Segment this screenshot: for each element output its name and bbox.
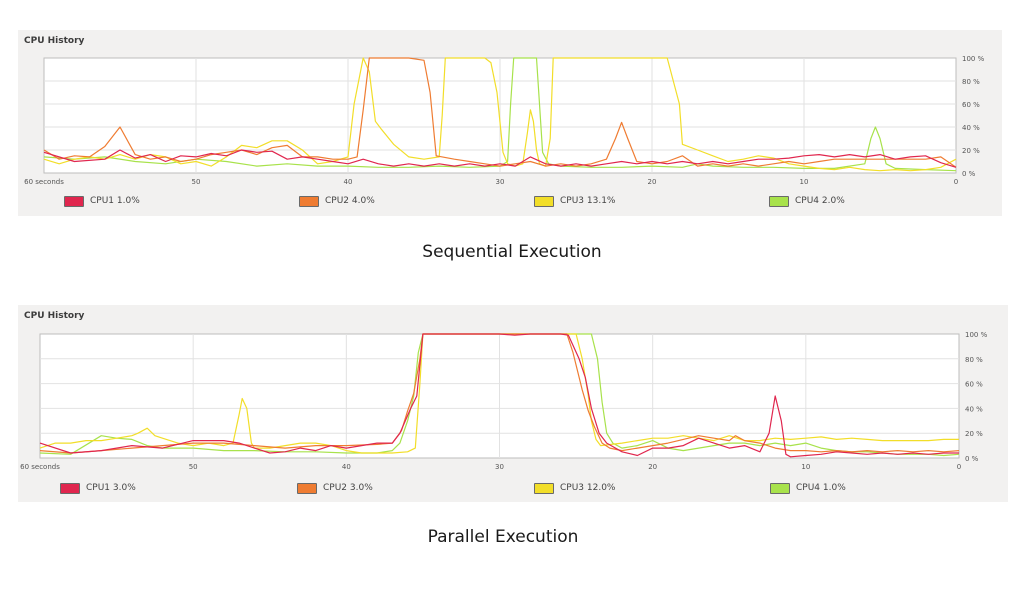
cpu1-swatch <box>60 482 80 494</box>
y-tick-label: 80 % <box>962 78 980 86</box>
sequential-cpu-chart: 100 % 80 % 60 % 40 % 20 % 0 % 60 seconds 50 40 30… <box>24 55 985 186</box>
legend-label-cpu2: CPU2 3.0% <box>323 483 373 493</box>
cpu3-swatch <box>534 195 554 207</box>
x-tick-label: 30 <box>495 463 504 471</box>
parallel-cpu-chart: 100 % 80 % 60 % 40 % 20 % 0 % 60 seconds 50 40 30… <box>20 331 988 471</box>
cpu2-swatch <box>299 195 319 207</box>
y-tick-label: 0 % <box>962 170 976 178</box>
legend-item-cpu2: CPU2 3.0% <box>297 481 373 495</box>
x-tick-label: 40 <box>344 178 353 186</box>
sequential-caption: Sequential Execution <box>422 242 602 262</box>
parallel-cpu-history-panel: CPU History 100 % 80 % 60 % 40 % 20 % 0 % 60 s… <box>18 305 1008 502</box>
y-tick-label: 100 % <box>965 331 988 339</box>
x-tick-label: 60 seconds <box>24 178 64 186</box>
legend-item-cpu4: CPU4 2.0% <box>769 194 845 208</box>
sequential-cpu-history-panel: CPU History 100 % 80 % 60 % 40 % 20 % 0 % 60 s… <box>18 30 1002 216</box>
cpu2-swatch <box>297 482 317 494</box>
sequential-legend: CPU1 1.0% CPU2 4.0% CPU3 13.1% CPU4 2.0% <box>18 194 1002 210</box>
cpu3-swatch <box>534 482 554 494</box>
y-tick-label: 40 % <box>962 124 980 132</box>
x-tick-label: 20 <box>648 463 657 471</box>
cpu4-swatch <box>769 195 789 207</box>
series-line-cpu3 <box>39 333 959 454</box>
legend-label-cpu3: CPU3 12.0% <box>560 483 616 493</box>
panel-title: CPU History <box>24 311 85 321</box>
parallel-legend: CPU1 3.0% CPU2 3.0% CPU3 12.0% CPU4 1.0% <box>18 481 1008 497</box>
x-tick-label: 40 <box>342 463 351 471</box>
legend-item-cpu3: CPU3 13.1% <box>534 194 615 208</box>
x-tick-label: 30 <box>496 178 505 186</box>
x-tick-label: 20 <box>648 178 657 186</box>
cpu1-swatch <box>64 195 84 207</box>
y-tick-label: 80 % <box>965 356 983 364</box>
y-tick-label: 100 % <box>962 55 985 63</box>
x-tick-label: 50 <box>192 178 201 186</box>
series-line-cpu2 <box>39 333 960 454</box>
y-tick-label: 0 % <box>965 455 979 463</box>
legend-label-cpu4: CPU4 1.0% <box>796 483 846 493</box>
x-tick-label: 50 <box>189 463 198 471</box>
x-tick-label: 0 <box>957 463 961 471</box>
x-tick-label: 10 <box>800 178 809 186</box>
x-tick-label: 0 <box>954 178 958 186</box>
legend-item-cpu4: CPU4 1.0% <box>770 481 846 495</box>
y-tick-label: 60 % <box>962 101 980 109</box>
legend-label-cpu2: CPU2 4.0% <box>325 196 375 206</box>
legend-label-cpu1: CPU1 3.0% <box>86 483 136 493</box>
y-tick-label: 20 % <box>965 430 983 438</box>
legend-label-cpu1: CPU1 1.0% <box>90 196 140 206</box>
legend-label-cpu3: CPU3 13.1% <box>560 196 616 206</box>
legend-item-cpu2: CPU2 4.0% <box>299 194 375 208</box>
series-line-cpu4 <box>39 333 960 457</box>
x-tick-label: 10 <box>801 463 810 471</box>
x-tick-label: 60 seconds <box>20 463 60 471</box>
series-line-cpu1 <box>39 333 959 458</box>
legend-item-cpu3: CPU3 12.0% <box>534 481 615 495</box>
y-tick-label: 40 % <box>965 405 983 413</box>
legend-label-cpu4: CPU4 2.0% <box>795 196 845 206</box>
y-tick-label: 20 % <box>962 147 980 155</box>
legend-item-cpu1: CPU1 3.0% <box>60 481 136 495</box>
y-tick-label: 60 % <box>965 381 983 389</box>
series-line-cpu2 <box>43 57 957 168</box>
cpu4-swatch <box>770 482 790 494</box>
panel-title: CPU History <box>24 36 85 46</box>
series-line-cpu1 <box>43 149 957 168</box>
legend-item-cpu1: CPU1 1.0% <box>64 194 140 208</box>
parallel-caption: Parallel Execution <box>427 527 579 547</box>
